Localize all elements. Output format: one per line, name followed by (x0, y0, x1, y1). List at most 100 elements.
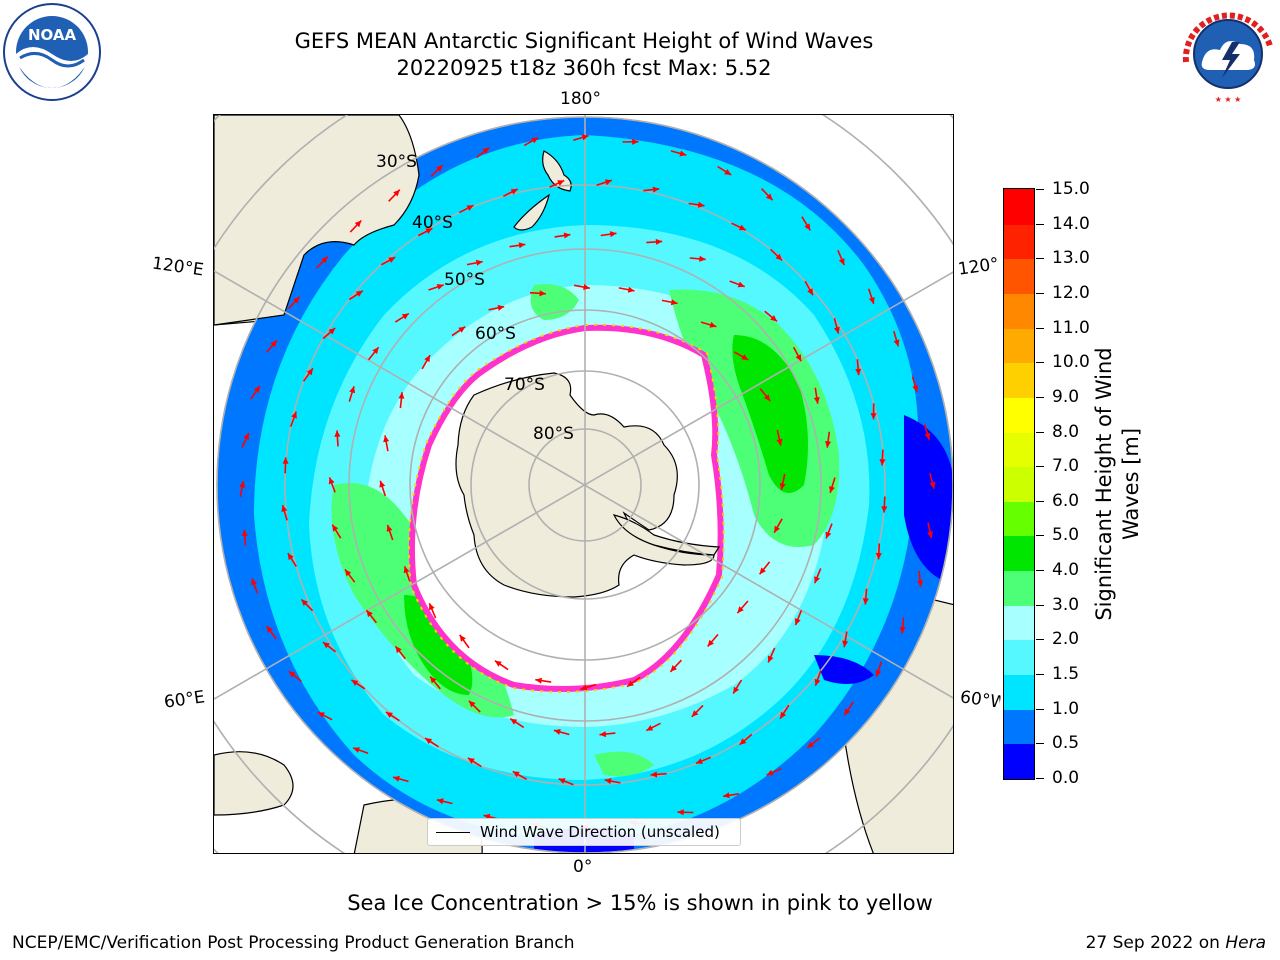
wave-direction-arrow-head (581, 134, 589, 141)
footer-machine: Hera (1225, 933, 1266, 953)
wave-direction-arrow-head (401, 313, 409, 320)
sea-ice-edge-yellow (407, 323, 725, 693)
colorbar-tick (1036, 396, 1044, 398)
wave-direction-arrow-head (604, 179, 612, 186)
colorbar-tick-label: 0.5 (1052, 733, 1080, 754)
wave-direction-arrow-head (795, 354, 802, 362)
wave-direction-arrow-head (535, 677, 542, 684)
wave-direction-arrow-head (253, 385, 260, 393)
wave-direction-arrow-head (349, 386, 356, 394)
colorbar-segment (1004, 639, 1034, 676)
colorbar-segment (1004, 605, 1034, 641)
wave-direction-arrow-head (842, 640, 849, 648)
wave-direction-arrow-head (251, 578, 257, 586)
wave-direction-arrow-head (875, 552, 882, 560)
colorbar-tick (1036, 570, 1044, 572)
chart-title: GEFS MEAN Antarctic Significant Height o… (294, 29, 874, 53)
wave-direction-arrow-head (388, 257, 396, 263)
wave-direction-arrow-head (924, 432, 931, 440)
colorbar-tick-label: 14.0 (1052, 213, 1090, 234)
colorbar-tick (1036, 258, 1044, 260)
colorbar-tick (1036, 431, 1044, 433)
legend-label: Wind Wave Direction (unscaled) (480, 823, 720, 841)
wave-direction-arrow-head (383, 435, 390, 443)
wave-direction-arrow-head (239, 481, 246, 488)
wave-direction-arrow-head (766, 769, 774, 776)
colorbar-segment (1004, 709, 1034, 745)
lon-label-60e: 60°E (162, 687, 207, 713)
legend-line-swatch (436, 831, 470, 833)
wave-direction-arrow-head (430, 676, 437, 684)
colorbar-segment (1004, 397, 1034, 433)
wave-direction-arrow-head (393, 189, 400, 197)
wave-direction-arrow-head (282, 457, 289, 464)
colorbar-segment (1004, 501, 1034, 537)
wave-direction-arrow-head (288, 671, 296, 678)
colorbar-tick (1036, 223, 1044, 225)
footer-date: 27 Sep 2022 on Hera (1086, 933, 1266, 953)
wave-direction-arrow-head (291, 411, 297, 419)
lon-label-120e: 120°E (150, 253, 205, 281)
wave-direction-arrow-head (243, 433, 249, 440)
colorbar-tick-label: 8.0 (1052, 421, 1080, 442)
lat-label-50s: 50°S (444, 270, 485, 290)
wave-direction-arrow-head (929, 481, 936, 489)
colorbar-tick-label: 12.0 (1052, 282, 1090, 303)
wave-direction-arrow-head (385, 712, 393, 718)
wave-direction-arrow-head (355, 290, 363, 297)
wave-direction-arrow-head (807, 288, 813, 296)
wave-direction-arrow-head (353, 747, 360, 753)
colorbar-title-line2: Waves [m] (1119, 427, 1143, 541)
wave-direction-arrow-head (599, 731, 607, 738)
wave-direction-arrow-head (334, 430, 341, 437)
wave-direction-arrow-head (403, 566, 410, 574)
wave-direction-arrow-head (557, 180, 565, 186)
wave-direction-arrow-head (429, 603, 435, 611)
wave-direction-arrow-head (287, 553, 294, 560)
colorbar-tick (1036, 500, 1044, 502)
footer-date-text: 27 Sep 2022 on (1085, 933, 1226, 953)
wave-direction-arrow-head (814, 576, 820, 584)
lon-label-0: 0° (573, 857, 593, 877)
noaa-logo-text: NOAA (28, 26, 77, 44)
wave-direction-arrow-head (351, 679, 359, 686)
colorbar-segment (1004, 570, 1034, 606)
wave-direction-arrow-head (779, 483, 786, 490)
wave-direction-arrow-head (475, 259, 483, 266)
colorbar-tick-label: 5.0 (1052, 525, 1080, 546)
wave-direction-arrow-head (741, 354, 749, 360)
wave-direction-arrow-head (393, 775, 400, 782)
colorbar-tick-label: 2.0 (1052, 629, 1080, 650)
colorbar-tick-label: 3.0 (1052, 594, 1080, 615)
wave-direction-arrow-head (767, 655, 774, 663)
wave-direction-arrow-head (679, 150, 687, 157)
wave-direction-arrow-head (652, 186, 660, 193)
colorbar-tick (1036, 639, 1044, 641)
wave-direction-arrow-head (738, 224, 746, 231)
wave-direction-arrow-head (879, 459, 886, 466)
wave-direction-arrow-head (893, 339, 900, 347)
wave-direction-arrow-head (510, 189, 518, 195)
colorbar-tick (1036, 189, 1044, 190)
wave-direction-arrow-head (436, 798, 444, 805)
colorbar-segment (1004, 362, 1034, 398)
wave-direction-arrow-head (774, 525, 780, 533)
colorbar-tick-label: 1.5 (1052, 664, 1080, 685)
wave-direction-arrow-head (763, 394, 771, 402)
wave-direction-arrow-head (424, 355, 430, 363)
wave-direction-arrow-head (775, 253, 783, 261)
wave-direction-arrow-head (270, 340, 277, 347)
lat-label-30s: 30°S (376, 152, 417, 172)
map-panel (213, 114, 954, 854)
colorbar-tick-label: 7.0 (1052, 456, 1080, 477)
antarctic-peninsula (612, 514, 721, 556)
colorbar (1003, 188, 1035, 780)
wave-direction-arrow-head (266, 626, 273, 633)
wave-direction-arrow-head (912, 385, 919, 392)
colorbar-tick-label: 9.0 (1052, 386, 1080, 407)
wave-direction-arrow-head (583, 284, 590, 290)
sea-ice-note: Sea Ice Concentration > 15% is shown in … (347, 891, 933, 915)
wave-direction-arrow-head (829, 486, 835, 493)
polar-wave-map (214, 115, 953, 853)
wave-direction-arrow-head (497, 304, 505, 311)
